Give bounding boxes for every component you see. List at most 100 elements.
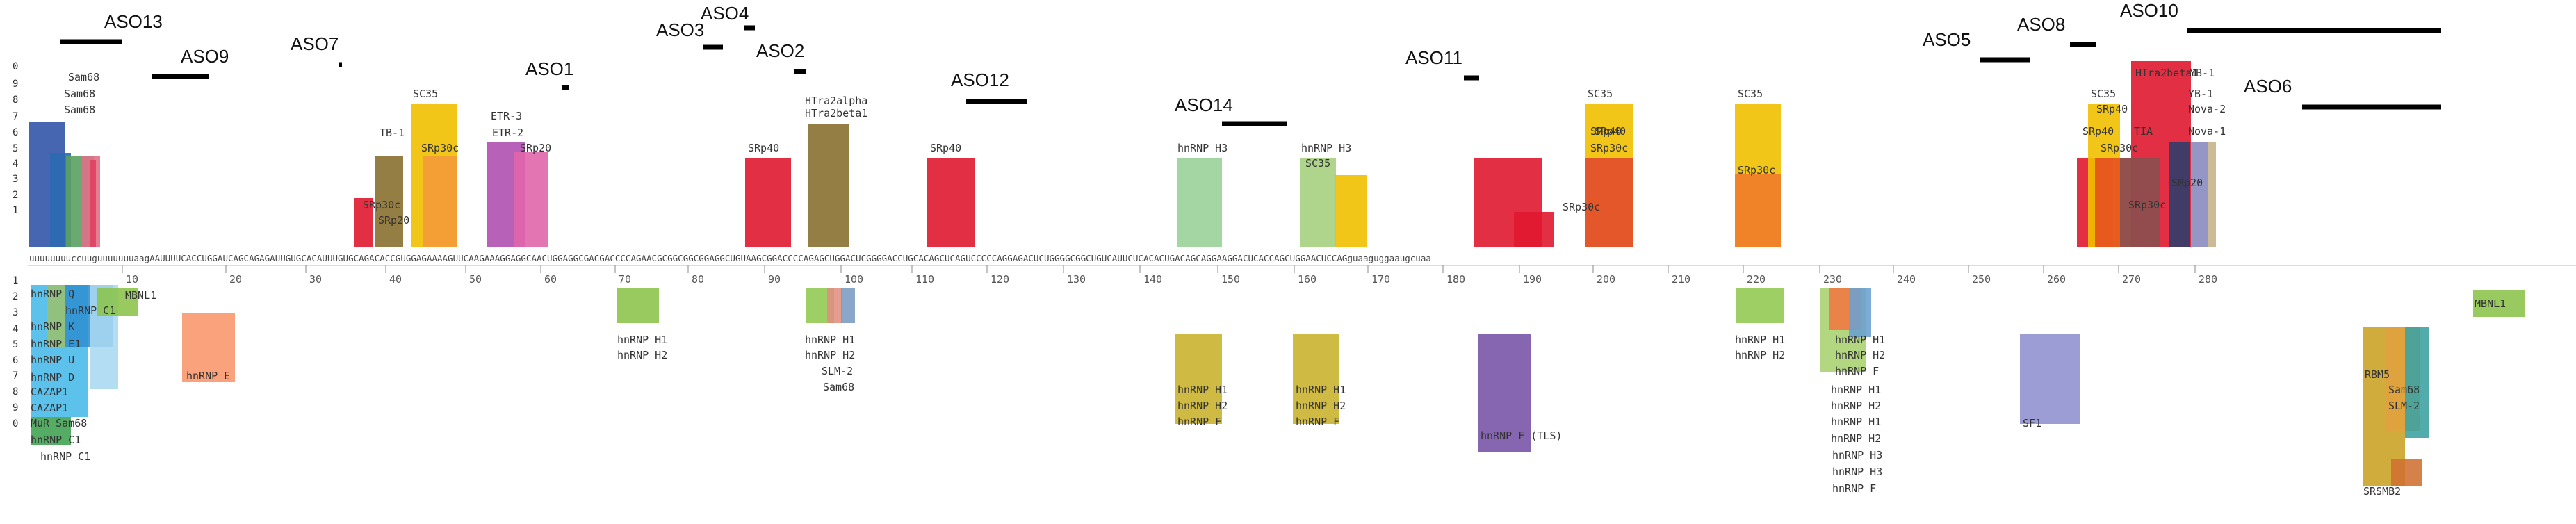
aso-label: ASO5 [1923,29,1971,50]
protein-label-below: CAZAP1 [31,402,68,414]
protein-label-below: hnRNP H1 [1177,384,1228,396]
tick-label: 80 [692,273,704,286]
binding-bar-below [2020,334,2080,424]
binding-bar-below [2473,290,2525,317]
binding-bar-above [375,156,403,247]
binding-bar-above [1735,174,1781,247]
row-number: 7 [13,370,18,382]
protein-label-above: hnRNP H3 [1177,142,1228,154]
binding-bar-below [2391,459,2422,486]
protein-label-above: SC35 [2091,88,2116,100]
protein-label-below: hnRNP H2 [1831,432,1881,445]
binding-bar-below [2405,327,2429,438]
protein-label-above: YB-1 [2190,67,2215,79]
tick-label: 150 [1221,273,1240,286]
tick-label: 110 [915,273,934,286]
row-number: 4 [13,324,18,335]
protein-label-above: HTra2beta1 [805,107,867,120]
protein-label-above: SRp30c [1738,164,1775,177]
tick-label: 210 [1672,273,1690,286]
binding-bar-below [182,313,235,382]
row-number: 5 [13,143,18,154]
protein-label-above: SRp40 [1590,125,1622,138]
protein-label-below: hnRNP E1 [31,338,81,350]
protein-label-below: MBNL1 [125,289,156,302]
aso-label: ASO2 [756,40,804,61]
tick-label: 200 [1597,273,1615,286]
binding-bar-above [1300,158,1336,247]
aso-label: ASO1 [525,58,573,79]
binding-bar-above [1585,158,1633,247]
tick-label: 40 [389,273,402,286]
protein-label-above: SC35 [413,88,438,100]
protein-label-above: Nova-1 [2188,125,2226,138]
binding-bar-above [1335,175,1367,247]
protein-label-below: Sam68 [2388,384,2420,396]
protein-label-below: SLM-2 [822,365,853,377]
binding-bar-below [1736,288,1784,323]
tick-label: 280 [2199,273,2217,286]
tick-label: 130 [1067,273,1086,286]
protein-label-above: SRp40 [2096,103,2128,115]
binding-bar-below [31,417,71,445]
aso-label: ASO13 [104,11,163,32]
tick-label: 100 [845,273,863,286]
aso-label: ASO6 [2244,76,2292,97]
tick-label: 170 [1371,273,1390,286]
binding-bar-above [745,158,791,247]
row-number: 7 [13,111,18,122]
protein-label-below: hnRNP F [1835,365,1879,377]
protein-label-above: HTra2alpha [805,95,867,107]
tick-label: 270 [2122,273,2141,286]
protein-label-below: SF1 [2023,417,2041,429]
protein-label-above: Nova-2 [2188,103,2226,115]
row-number: 3 [13,307,18,318]
protein-label-above: SC35 [1588,88,1613,100]
tick-label: 180 [1446,273,1465,286]
tick-label: 60 [544,273,557,286]
aso-label: ASO12 [951,69,1009,90]
tick-label: 220 [1747,273,1766,286]
binding-bar-above [1177,158,1222,247]
binding-bar-above [927,158,975,247]
protein-label-below: hnRNP U [31,354,74,366]
row-number: 9 [13,79,18,90]
protein-label-above: Sam68 [68,71,99,83]
protein-label-below: MuR Sam68 [31,417,87,429]
protein-label-below: hnRNP H2 [617,349,667,361]
protein-label-below: hnRNP H1 [1296,384,1346,396]
protein-label-below: hnRNP H1 [1831,384,1881,396]
binding-bar-above [423,156,457,247]
protein-label-below: Sam68 [823,381,854,393]
tick-label: 140 [1143,273,1162,286]
row-number: 0 [13,418,18,429]
protein-label-below: hnRNP H1 [617,334,667,346]
tick-label: 160 [1298,273,1316,286]
row-number: 2 [13,190,18,201]
rna-sequence: uuuuuuuuccuuguuuuuuuaagAAUUUUCACCUGGAUCA… [29,253,1431,263]
protein-label-below: hnRNP F [1832,482,1876,495]
row-number: 1 [13,275,18,286]
protein-label-below: hnRNP H2 [1177,400,1228,412]
protein-label-below: hnRNP H2 [1296,400,1346,412]
protein-label-above: SRp40 [930,142,961,154]
aso-label: ASO4 [701,3,749,24]
binding-bar-below [97,288,138,316]
protein-label-below: hnRNP H2 [1735,349,1785,361]
binding-bar-below [617,288,659,323]
protein-label-above: SRp20 [520,142,551,154]
binding-bar-above [2191,142,2208,247]
protein-label-above: hnRNP H3 [1301,142,1351,154]
tick-label: 120 [991,273,1009,286]
protein-label-below: hnRNP C1 [65,304,115,317]
tick-label: 30 [309,273,322,286]
binding-bar-below [47,285,68,347]
tick-label: 260 [2047,273,2066,286]
protein-label-above: TIA [2134,125,2153,138]
row-number: 9 [13,402,18,414]
tick-label: 190 [1523,273,1542,286]
binding-bar-above [2169,142,2190,247]
tick-label: 250 [1972,273,1991,286]
